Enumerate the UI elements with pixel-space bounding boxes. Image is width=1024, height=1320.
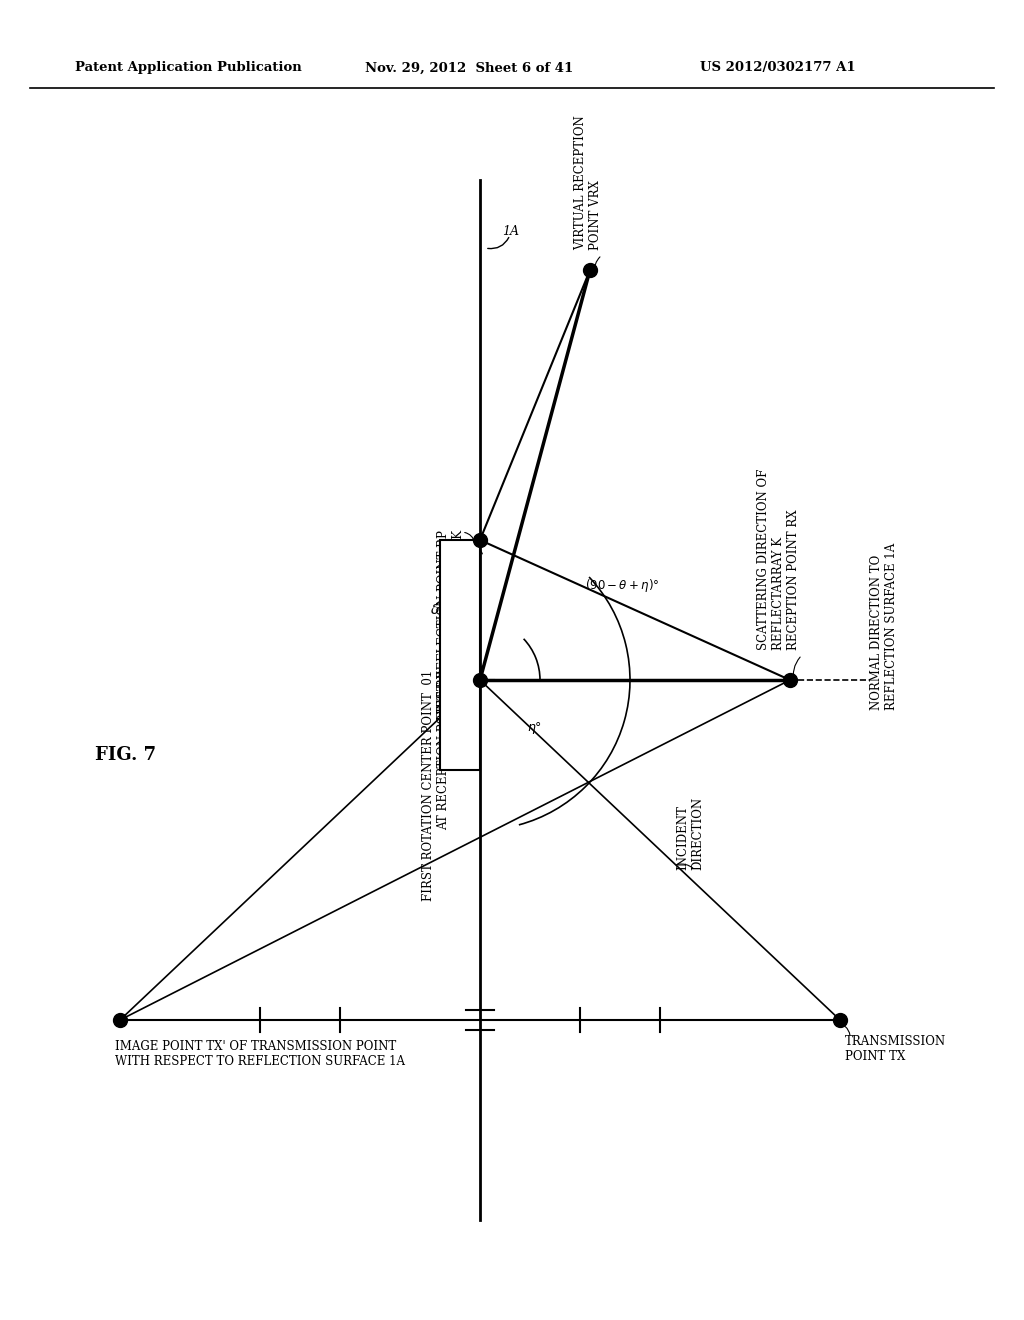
Text: TRANSMISSION
POINT TX: TRANSMISSION POINT TX <box>845 1035 946 1063</box>
Text: FIG. 7: FIG. 7 <box>95 746 156 764</box>
Point <box>472 669 488 690</box>
Point <box>831 1010 848 1031</box>
Text: $\delta$: $\delta$ <box>430 603 440 616</box>
Text: 1A: 1A <box>502 224 519 238</box>
Text: SCATTERING DIRECTION OF
REFLECTARRAY K
RECEPTION POINT RX: SCATTERING DIRECTION OF REFLECTARRAY K R… <box>757 469 800 649</box>
Text: US 2012/0302177 A1: US 2012/0302177 A1 <box>700 62 856 74</box>
Text: INCIDENT
DIRECTION: INCIDENT DIRECTION <box>676 797 705 870</box>
Point <box>781 669 798 690</box>
Point <box>112 1010 128 1031</box>
Bar <box>440 540 480 770</box>
Text: IMAGE POINT TX' OF TRANSMISSION POINT
WITH RESPECT TO REFLECTION SURFACE 1A: IMAGE POINT TX' OF TRANSMISSION POINT WI… <box>115 1040 406 1068</box>
Text: VIRTUAL RECEPTION
POINT VRX: VIRTUAL RECEPTION POINT VRX <box>574 115 602 249</box>
Point <box>582 260 598 281</box>
Text: FIRST REFLECTION POINT RP
REFLECTARRAY K: FIRST REFLECTION POINT RP REFLECTARRAY K <box>437 531 465 719</box>
Text: $(90 - \theta + \eta)°$: $(90 - \theta + \eta)°$ <box>585 577 659 594</box>
Point <box>472 529 488 550</box>
Text: Nov. 29, 2012  Sheet 6 of 41: Nov. 29, 2012 Sheet 6 of 41 <box>365 62 573 74</box>
Text: NORMAL DIRECTION TO
REFLECTION SURFACE 1A: NORMAL DIRECTION TO REFLECTION SURFACE 1… <box>870 543 898 710</box>
Text: Patent Application Publication: Patent Application Publication <box>75 62 302 74</box>
Text: FIRST ROTATION CENTER POINT  01
AT RECEPTION POINT RX: FIRST ROTATION CENTER POINT 01 AT RECEPT… <box>422 671 450 902</box>
Text: $\eta°$: $\eta°$ <box>527 719 543 737</box>
